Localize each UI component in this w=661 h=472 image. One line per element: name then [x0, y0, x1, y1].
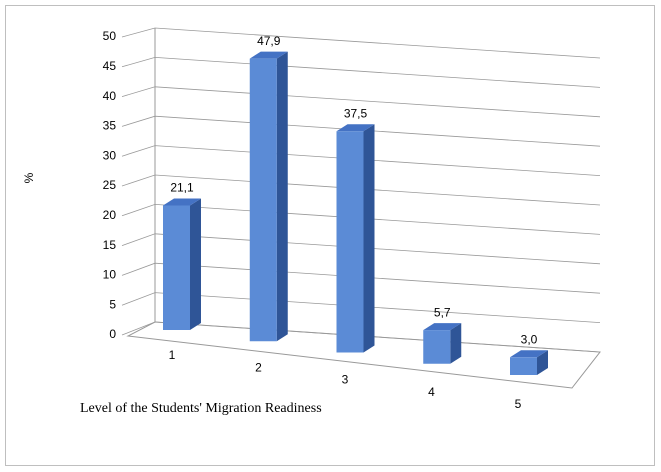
y-tick-label: 40	[103, 89, 117, 103]
grid-line	[121, 174, 601, 206]
bar	[163, 205, 190, 330]
bar	[510, 357, 537, 375]
bar-top	[163, 198, 201, 206]
y-tick-label: 35	[103, 119, 117, 133]
grid-line	[121, 203, 601, 235]
grid-line	[121, 292, 601, 323]
y-tick-label: 20	[103, 208, 117, 222]
bar	[336, 131, 364, 353]
y-tick-label: 10	[103, 268, 117, 282]
data-label: 3,0	[521, 332, 538, 346]
x-tick-label: 1	[169, 348, 176, 362]
chart-border	[5, 5, 655, 466]
y-tick-label: 0	[109, 327, 116, 341]
y-tick-label: 30	[103, 148, 117, 162]
bar-top	[423, 323, 462, 331]
data-label: 21,1	[170, 181, 194, 195]
y-tick-label: 25	[103, 178, 117, 192]
bar-top	[510, 350, 548, 358]
bar-side	[190, 198, 201, 330]
grid-line	[121, 56, 601, 88]
grid-line	[121, 86, 601, 118]
bar-side	[450, 323, 462, 364]
bar-side	[537, 350, 548, 375]
bar	[249, 58, 277, 342]
x-tick-label: 4	[428, 385, 435, 399]
data-label: 47,9	[257, 34, 281, 48]
y-axis-title: %	[22, 172, 36, 183]
y-tick-label: 50	[103, 29, 117, 43]
x-tick-label: 2	[255, 360, 262, 374]
x-tick-label: 3	[342, 373, 349, 387]
grid-line	[121, 233, 601, 265]
y-tick-label: 15	[103, 238, 117, 252]
grid-line	[121, 145, 601, 176]
grid-line	[121, 262, 601, 294]
grid-line	[121, 115, 601, 147]
grid-line	[121, 27, 601, 59]
bar-top	[336, 124, 375, 132]
bar-side	[276, 51, 288, 342]
bar-top	[249, 51, 288, 59]
data-label: 5,7	[434, 305, 451, 319]
data-label: 37,5	[344, 106, 368, 120]
y-tick-label: 45	[103, 59, 117, 73]
x-tick-label: 5	[515, 397, 522, 411]
y-tick-label: 5	[109, 297, 116, 311]
bar	[423, 330, 451, 364]
bar-side	[363, 124, 375, 353]
x-axis-title: Level of the Students' Migration Readine…	[80, 401, 322, 416]
